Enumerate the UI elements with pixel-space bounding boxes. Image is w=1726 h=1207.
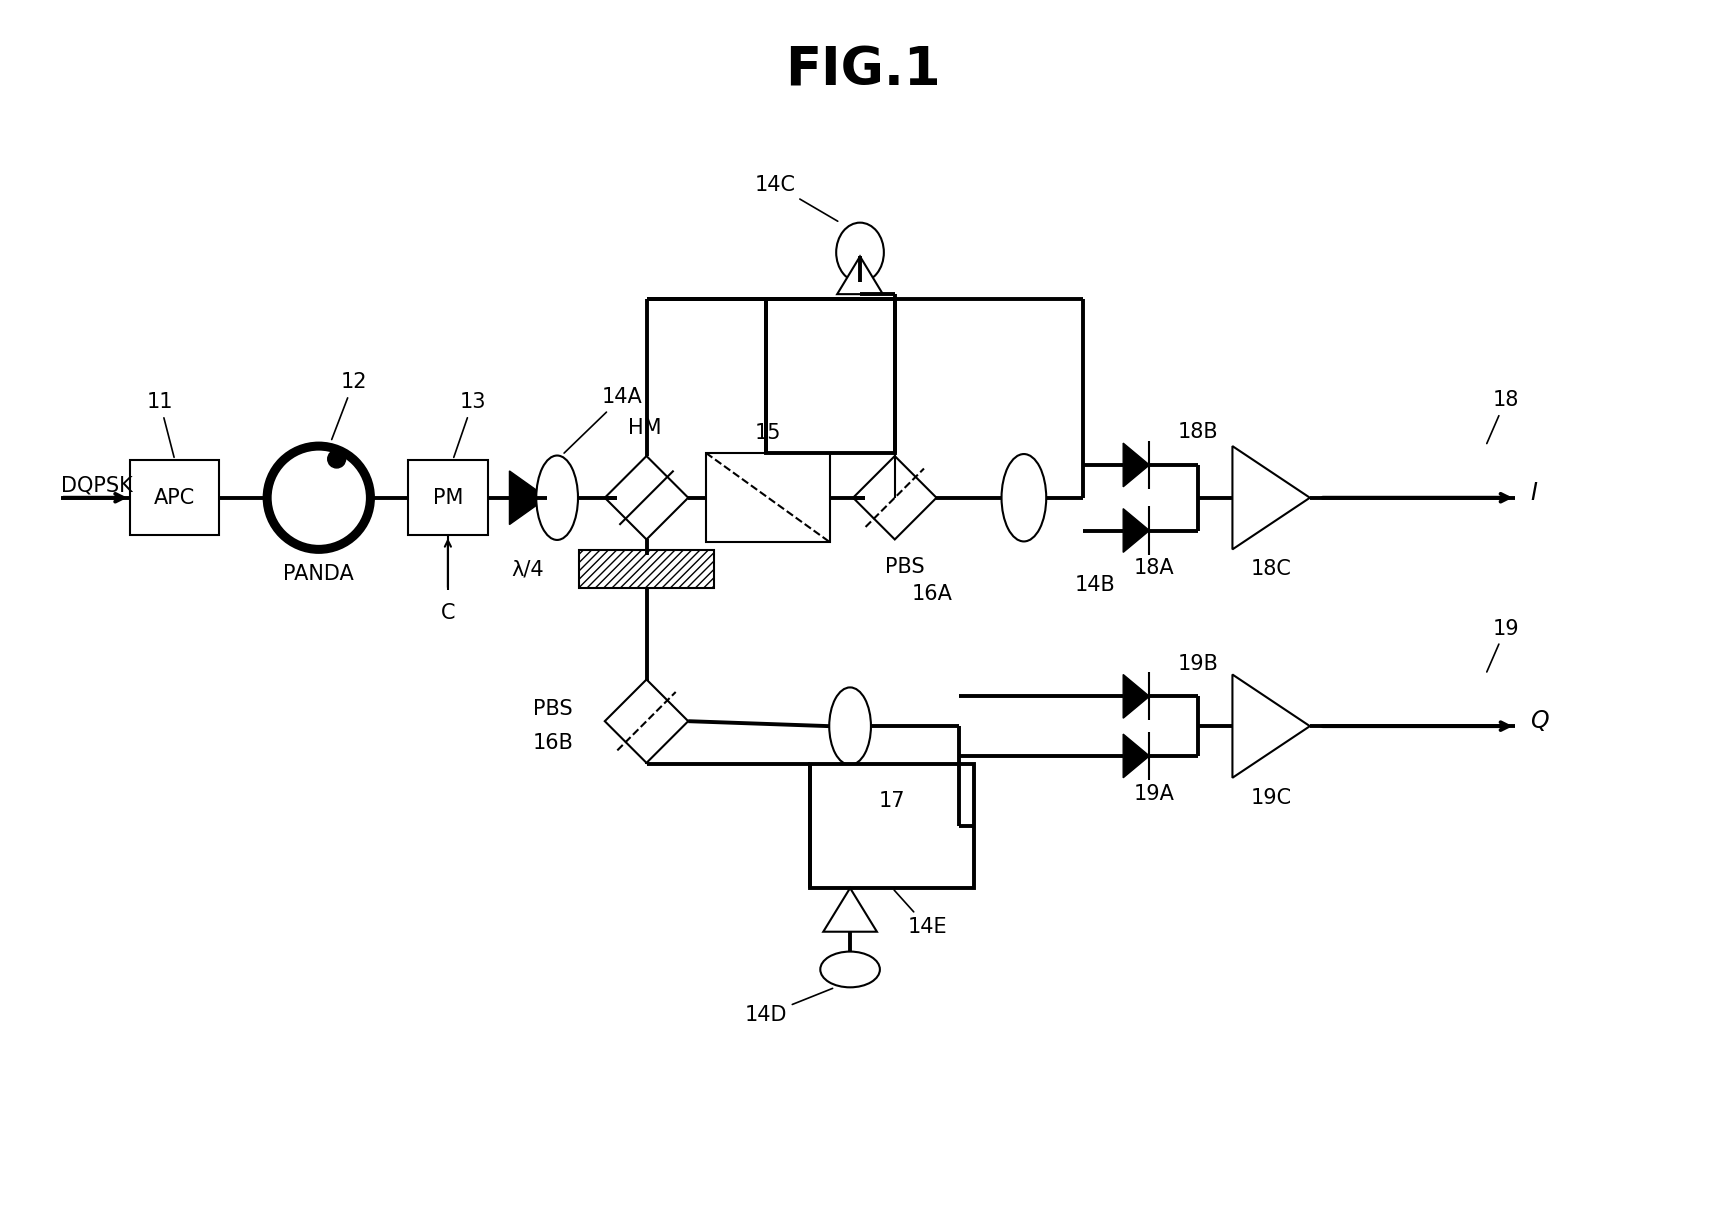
Polygon shape <box>604 456 689 540</box>
Bar <box>706 453 830 542</box>
Polygon shape <box>1124 675 1150 718</box>
Bar <box>407 460 488 536</box>
Polygon shape <box>853 456 937 540</box>
Text: 19B: 19B <box>1177 653 1219 674</box>
Text: PBS: PBS <box>885 558 925 577</box>
Text: 18B: 18B <box>1177 422 1219 442</box>
Text: Q: Q <box>1531 710 1548 733</box>
Polygon shape <box>823 888 877 932</box>
Polygon shape <box>1124 734 1150 777</box>
Text: HM: HM <box>628 418 661 438</box>
Text: APC: APC <box>154 488 195 508</box>
Bar <box>811 764 973 888</box>
Text: 15: 15 <box>754 424 782 443</box>
Text: PBS: PBS <box>533 699 573 719</box>
Text: FIG.1: FIG.1 <box>785 45 941 97</box>
Ellipse shape <box>835 222 884 282</box>
Text: 11: 11 <box>147 392 174 457</box>
Ellipse shape <box>1001 454 1046 542</box>
Text: λ/4: λ/4 <box>511 559 544 579</box>
Ellipse shape <box>828 688 872 765</box>
Bar <box>580 550 713 588</box>
Text: PM: PM <box>433 488 463 508</box>
Text: 18: 18 <box>1486 390 1519 443</box>
Text: 19A: 19A <box>1134 783 1175 804</box>
Text: 14E: 14E <box>894 890 948 937</box>
Text: 17: 17 <box>879 791 904 811</box>
Text: C: C <box>440 604 456 623</box>
Polygon shape <box>1124 508 1150 553</box>
Text: 13: 13 <box>454 392 487 457</box>
Ellipse shape <box>537 455 578 540</box>
Text: 14A: 14A <box>564 387 642 453</box>
Text: 18A: 18A <box>1134 559 1175 578</box>
Text: 16B: 16B <box>533 733 573 753</box>
Text: I: I <box>1531 480 1538 505</box>
Text: 19C: 19C <box>1251 788 1291 807</box>
Polygon shape <box>1232 675 1310 777</box>
Bar <box>766 299 894 453</box>
Text: PANDA: PANDA <box>283 564 354 584</box>
Polygon shape <box>604 680 689 763</box>
Text: 19: 19 <box>1486 619 1519 672</box>
Text: 16A: 16A <box>911 584 953 604</box>
Text: 14B: 14B <box>1075 575 1115 595</box>
Polygon shape <box>837 256 884 295</box>
Text: DQPSK: DQPSK <box>60 476 133 496</box>
Polygon shape <box>1232 447 1310 549</box>
Text: 14D: 14D <box>744 989 832 1025</box>
Text: 12: 12 <box>331 373 368 439</box>
Circle shape <box>268 447 371 549</box>
Circle shape <box>328 450 345 468</box>
Polygon shape <box>1124 443 1150 486</box>
Text: 18C: 18C <box>1251 559 1291 579</box>
Text: 14C: 14C <box>754 175 837 221</box>
Bar <box>129 460 219 536</box>
Ellipse shape <box>820 951 880 987</box>
Polygon shape <box>509 471 547 525</box>
